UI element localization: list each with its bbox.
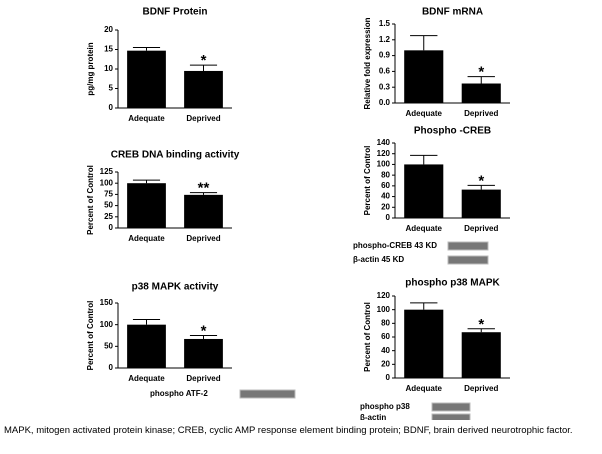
x-tick-label: Adequate [128,234,165,243]
caption: MAPK, mitogen activated protein kinase; … [4,425,573,436]
y-tick-label: 60 [381,332,390,341]
significance: * [478,316,484,333]
significance: * [201,322,207,339]
y-axis-label: Percent of Control [363,302,372,372]
y-tick-label: 1.5 [379,19,391,28]
blot-image [447,241,489,251]
chart-title: Phospho -CREB [414,126,491,137]
blot-label: phospho p38 [360,402,410,411]
bar [184,70,223,108]
y-tick-label: 0.9 [379,51,391,60]
x-tick-label: Adequate [406,109,443,118]
y-tick-label: 40 [381,192,390,201]
bar [461,189,501,218]
significance: * [478,64,484,81]
y-tick-label: 0 [109,103,114,112]
y-tick-label: 0.6 [379,67,391,76]
x-tick-label: Adequate [406,384,443,393]
y-tick-label: 15 [104,45,113,54]
y-tick-label: 1.2 [379,35,391,44]
y-tick-label: 20 [381,359,390,368]
bar [127,183,166,228]
blot-image [239,389,296,399]
y-tick-label: 80 [381,318,390,327]
y-tick-label: 50 [104,341,113,350]
x-tick-label: Deprived [464,109,498,118]
y-tick-label: 20 [381,202,390,211]
y-tick-label: 120 [377,149,391,158]
blot-label: phospho ATF-2 [150,389,208,398]
y-tick-label: 50 [104,201,113,210]
y-tick-label: 0 [386,373,391,382]
bar [404,164,444,218]
significance: ** [198,180,210,197]
x-tick-label: Adequate [406,224,443,233]
bar [184,194,223,228]
y-tick-label: 10 [104,64,113,73]
bar [127,50,166,108]
chart-title: CREB DNA binding activity [111,150,240,161]
y-tick-label: 75 [104,190,113,199]
bar [127,324,166,368]
y-tick-label: 140 [377,138,391,147]
chart-title: p38 MAPK activity [132,282,219,293]
y-tick-label: 60 [381,181,390,190]
blot-image [431,402,471,412]
chart-title: phospho p38 MAPK [405,278,500,289]
x-tick-label: Deprived [464,224,498,233]
bar [404,50,444,103]
x-tick-label: Adequate [128,114,165,123]
y-tick-label: 0 [109,223,114,232]
chart-title: BDNF mRNA [422,7,483,18]
y-tick-label: 120 [377,291,391,300]
bar [461,83,501,103]
y-tick-label: 0.3 [379,82,391,91]
y-axis-label: Percent of Control [86,165,95,235]
y-tick-label: 0 [109,363,114,372]
blot-image [431,413,471,420]
chart-title: BDNF Protein [143,7,208,18]
y-tick-label: 100 [377,160,391,169]
blot-label: phospho-CREB 43 KD [353,241,437,250]
bar [461,332,501,378]
y-tick-label: 40 [381,346,390,355]
significance: * [478,172,484,189]
x-tick-label: Adequate [128,374,165,383]
y-tick-label: 100 [100,178,114,187]
bar [184,338,223,368]
y-tick-label: 100 [100,320,114,329]
y-tick-label: 5 [109,84,114,93]
blot-image [447,255,489,265]
y-tick-label: 25 [104,212,113,221]
y-tick-label: 0 [386,213,391,222]
y-tick-label: 150 [100,298,114,307]
y-tick-label: 80 [381,170,390,179]
y-tick-label: 125 [100,167,114,176]
y-axis-label: Percent of Control [86,301,95,371]
y-tick-label: 100 [377,305,391,314]
y-tick-label: 20 [104,25,113,34]
y-axis-label: Percent of Control [363,146,372,216]
y-tick-label: 0.0 [379,98,391,107]
x-tick-label: Deprived [186,114,220,123]
charts: BDNF Protein pg/mg protein 0 5 10 15 20 Adequat… [86,7,510,420]
blot-label: β-actin [360,413,386,420]
x-tick-label: Deprived [464,384,498,393]
y-axis-label: pg/mg protein [86,42,95,95]
x-tick-label: Deprived [186,374,220,383]
y-axis-label: Relative fold expression [363,17,372,109]
x-tick-label: Deprived [186,234,220,243]
significance: * [201,52,207,69]
blot-label: β-actin 45 KD [353,255,404,264]
bar [404,309,444,378]
